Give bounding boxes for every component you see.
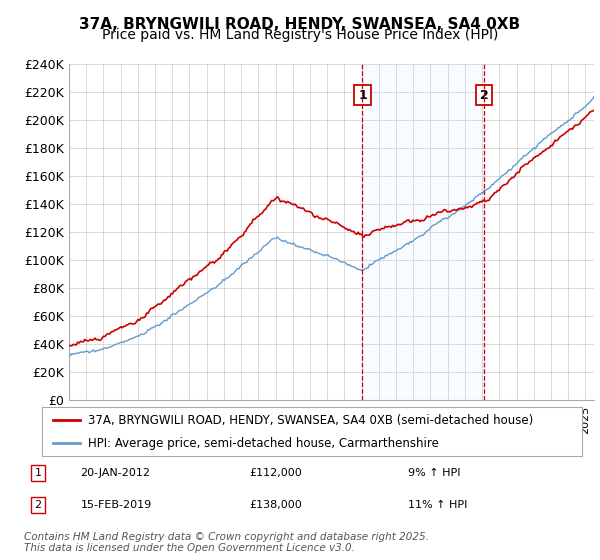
Text: 37A, BRYNGWILI ROAD, HENDY, SWANSEA, SA4 0XB: 37A, BRYNGWILI ROAD, HENDY, SWANSEA, SA4… bbox=[79, 17, 521, 32]
Bar bbox=[362, 64, 484, 400]
Text: Price paid vs. HM Land Registry's House Price Index (HPI): Price paid vs. HM Land Registry's House … bbox=[102, 28, 498, 42]
Text: Contains HM Land Registry data © Crown copyright and database right 2025.
This d: Contains HM Land Registry data © Crown c… bbox=[24, 531, 429, 553]
Text: 1: 1 bbox=[35, 468, 41, 478]
Text: 2: 2 bbox=[35, 500, 41, 510]
Text: £112,000: £112,000 bbox=[250, 468, 302, 478]
Text: 15-FEB-2019: 15-FEB-2019 bbox=[80, 500, 152, 510]
Text: 9% ↑ HPI: 9% ↑ HPI bbox=[407, 468, 460, 478]
Text: 20-JAN-2012: 20-JAN-2012 bbox=[80, 468, 151, 478]
Text: 2: 2 bbox=[480, 88, 488, 102]
Text: 11% ↑ HPI: 11% ↑ HPI bbox=[407, 500, 467, 510]
Text: 1: 1 bbox=[358, 88, 367, 102]
Text: 37A, BRYNGWILI ROAD, HENDY, SWANSEA, SA4 0XB (semi-detached house): 37A, BRYNGWILI ROAD, HENDY, SWANSEA, SA4… bbox=[88, 414, 533, 427]
Text: HPI: Average price, semi-detached house, Carmarthenshire: HPI: Average price, semi-detached house,… bbox=[88, 437, 439, 450]
Text: £138,000: £138,000 bbox=[250, 500, 302, 510]
